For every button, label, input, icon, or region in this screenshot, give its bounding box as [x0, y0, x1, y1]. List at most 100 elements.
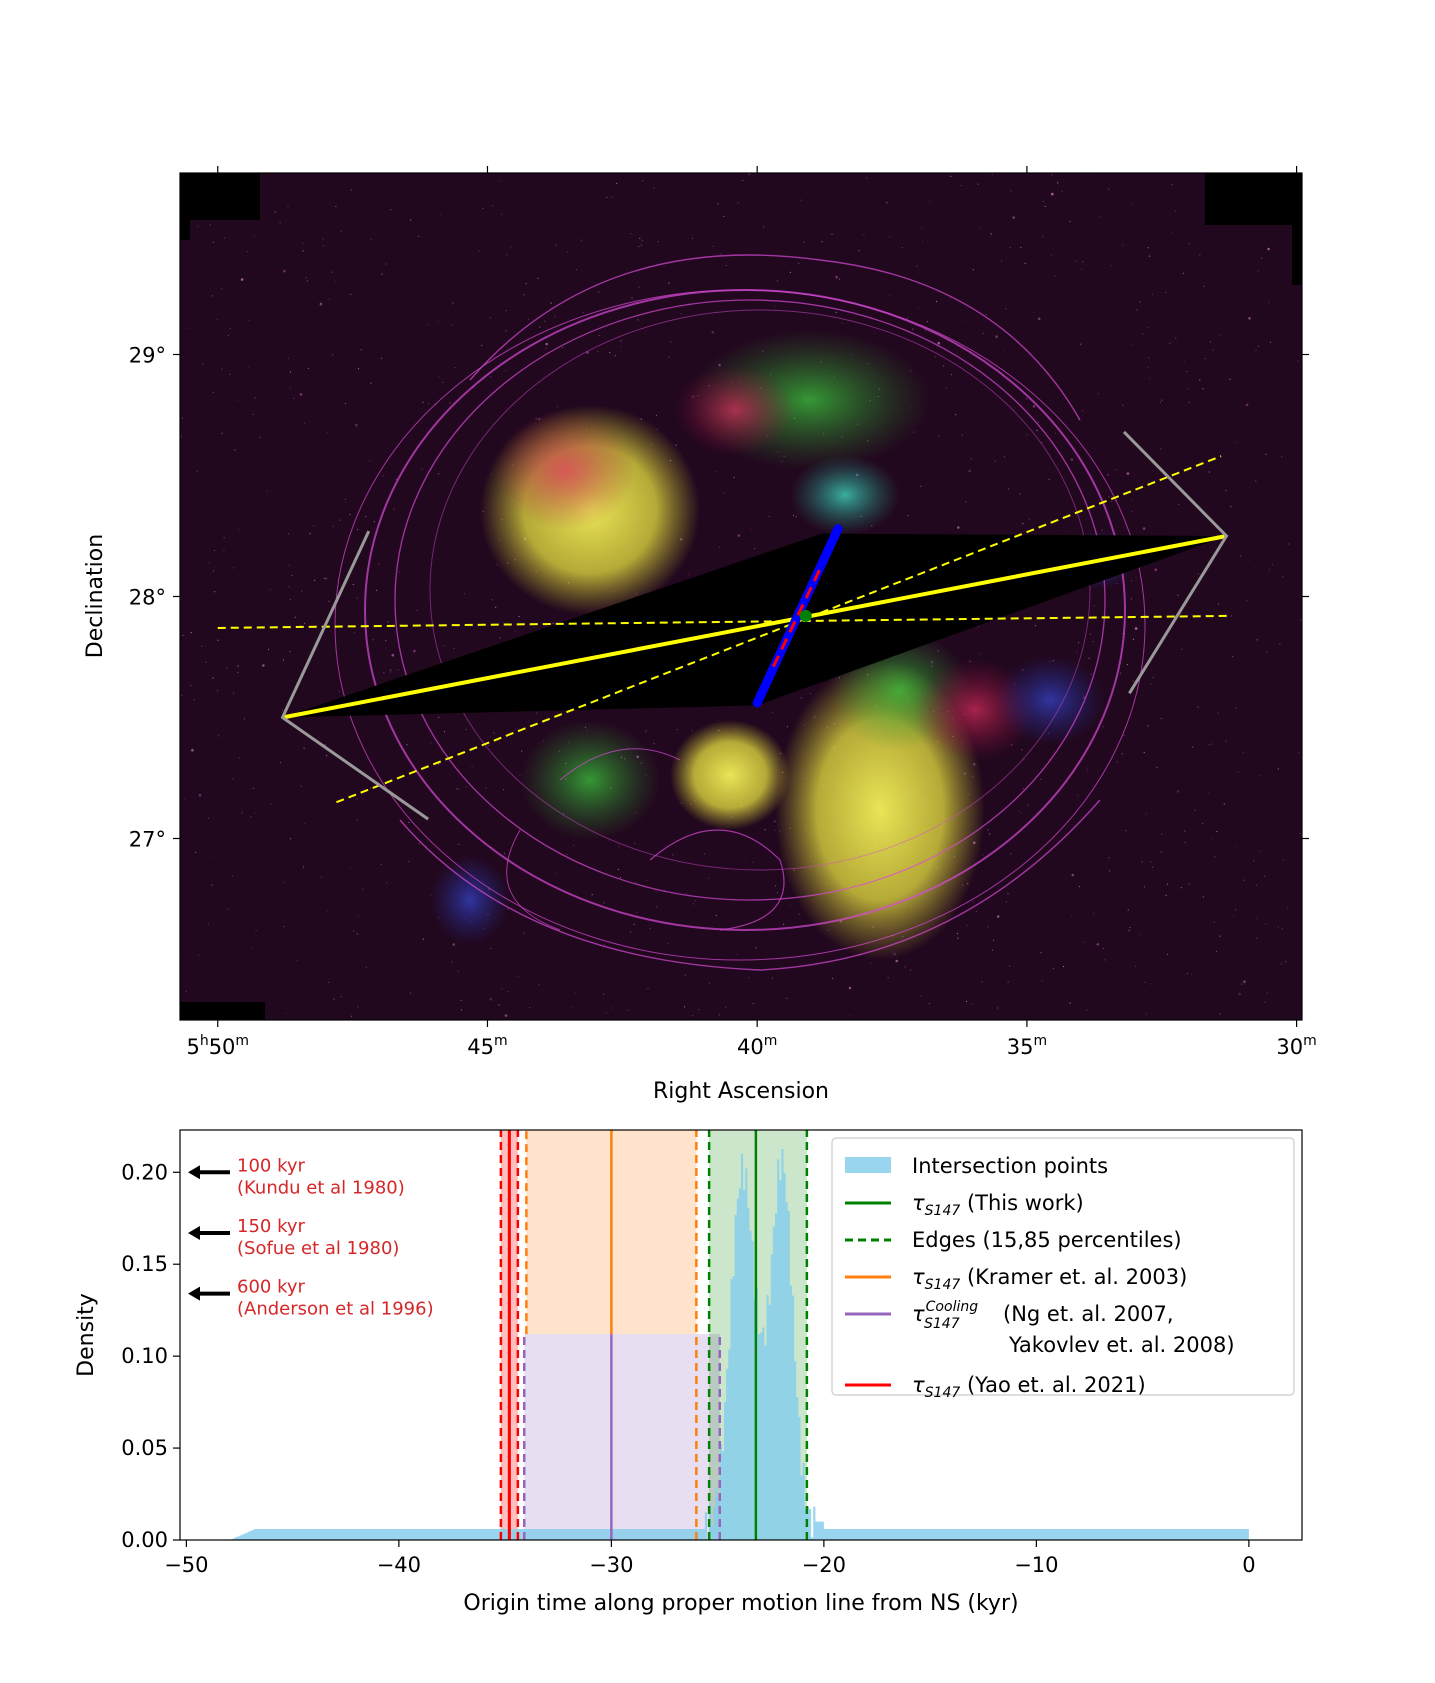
star: [1229, 378, 1231, 380]
star: [556, 406, 559, 408]
star: [207, 923, 209, 925]
star: [211, 884, 213, 886]
star: [294, 616, 296, 618]
star: [241, 811, 243, 813]
histogram-panel: −50 −40 −30 −20 −10 0 0.00 0.05 0.10 0.15 0.20 100…: [74, 1129, 1303, 1616]
star: [1143, 886, 1145, 888]
star: [670, 341, 672, 343]
star: [655, 890, 657, 892]
star: [1299, 833, 1301, 835]
star: [1243, 980, 1246, 983]
star: [934, 356, 937, 358]
star: [990, 233, 992, 235]
star: [1005, 308, 1007, 310]
star: [1264, 1001, 1266, 1003]
star: [575, 268, 578, 271]
star: [917, 308, 919, 310]
star: [849, 1015, 852, 1017]
star: [377, 563, 380, 565]
star: [370, 238, 372, 240]
star: [430, 742, 432, 744]
star: [966, 924, 968, 927]
star: [1127, 909, 1129, 911]
star: [1050, 254, 1052, 256]
star: [1040, 952, 1042, 954]
star: [647, 988, 649, 990]
star: [950, 374, 953, 376]
star: [197, 225, 199, 227]
star: [309, 533, 311, 535]
star: [1076, 651, 1078, 654]
star: [1077, 794, 1079, 796]
cooling-band: [524, 1334, 720, 1540]
star: [208, 562, 210, 564]
star: [1082, 410, 1084, 412]
star: [1211, 743, 1213, 745]
star: [322, 238, 324, 240]
star: [786, 726, 788, 728]
star: [326, 911, 328, 913]
star: [410, 219, 412, 221]
star: [490, 376, 492, 378]
star: [325, 578, 327, 580]
star: [438, 473, 440, 475]
star: [1277, 768, 1279, 770]
star: [451, 961, 453, 963]
star: [798, 913, 800, 915]
star: [1147, 725, 1149, 727]
star: [283, 269, 286, 273]
mask-corner: [180, 173, 260, 240]
star: [795, 516, 797, 518]
star: [437, 320, 439, 322]
center-point: [799, 609, 812, 622]
star: [246, 250, 248, 253]
star: [1234, 845, 1236, 847]
emission-blobs: [430, 330, 1135, 960]
star: [1225, 489, 1227, 492]
star: [1010, 852, 1012, 855]
star: [460, 999, 462, 1002]
star: [350, 189, 352, 191]
star: [981, 981, 983, 983]
star: [457, 970, 459, 972]
star: [302, 242, 304, 245]
star: [1108, 188, 1110, 190]
star: [1271, 564, 1273, 566]
star: [1266, 651, 1268, 653]
star: [792, 514, 795, 517]
y-tick-label: 0.00: [121, 1528, 168, 1552]
star: [452, 303, 454, 305]
star: [287, 533, 289, 535]
star: [603, 944, 606, 946]
star: [717, 719, 719, 721]
star: [573, 844, 575, 847]
star: [525, 283, 527, 285]
star: [1007, 981, 1009, 983]
star: [289, 371, 291, 373]
star: [719, 546, 721, 548]
star: [1102, 947, 1104, 950]
star: [1197, 573, 1199, 575]
star: [672, 854, 674, 856]
star: [1191, 973, 1193, 975]
star: [1033, 311, 1035, 313]
star: [537, 277, 539, 279]
star: [1219, 935, 1221, 937]
star: [725, 264, 727, 267]
star: [226, 667, 228, 669]
star: [370, 382, 372, 384]
sky-ylabel: Declination: [83, 534, 108, 658]
star: [895, 959, 899, 963]
star: [1020, 246, 1022, 248]
star: [1199, 254, 1201, 256]
star: [1298, 752, 1300, 754]
star: [443, 645, 445, 647]
star: [1280, 963, 1283, 965]
legend-swatch: [845, 1157, 891, 1173]
star: [1197, 706, 1199, 709]
star: [334, 280, 336, 282]
star: [1259, 850, 1261, 853]
star: [449, 856, 451, 858]
star: [1255, 884, 1257, 887]
star: [1131, 203, 1134, 205]
